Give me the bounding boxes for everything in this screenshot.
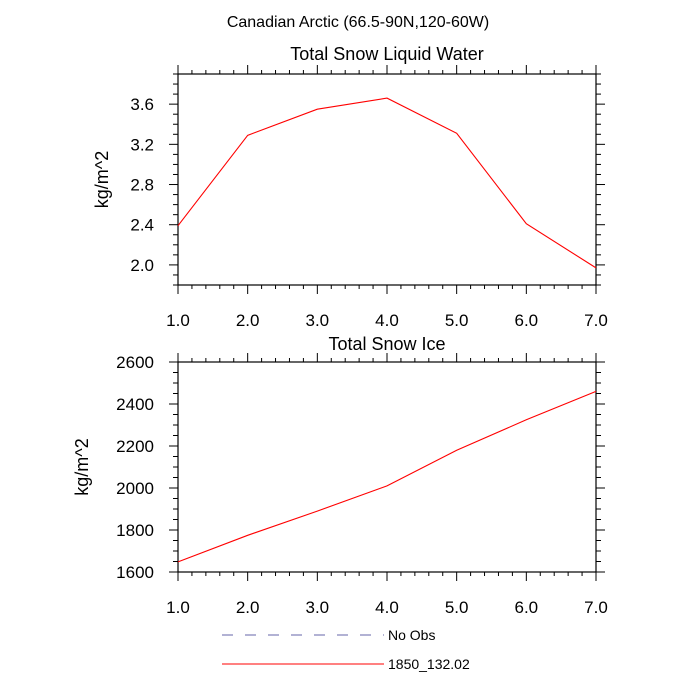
y-tick-label: 3.6 [130,95,154,114]
y-tick-label: 2.8 [130,176,154,195]
y-axis-label: kg/m^2 [72,438,92,495]
y-tick-label: 2400 [116,395,154,414]
y-tick-label: 1600 [116,563,154,582]
x-tick-label: 2.0 [236,311,260,330]
legend-label: 1850_132.02 [388,656,470,672]
figure-title: Canadian Arctic (66.5-90N,120-60W) [227,14,489,31]
y-tick-label: 2.4 [130,216,154,235]
x-tick-label: 5.0 [445,311,469,330]
plot-frame [177,73,597,286]
x-tick-label: 2.0 [236,598,260,617]
y-tick-label: 2000 [116,479,154,498]
y-tick-label: 3.2 [130,135,154,154]
panel-snow-liquid-water: Total Snow Liquid Water kg/m^2 1.0 2.0 3.0 4.… [92,44,608,330]
x-tick-label: 4.0 [375,598,399,617]
panel-snow-ice: Total Snow Ice kg/m^2 1.0 2.0 3.0 4.0 5.0 6.0 7.… [72,334,608,617]
y-tick-label: 1800 [116,521,154,540]
x-tick-label: 4.0 [375,311,399,330]
series-line [177,390,597,563]
x-tick-label: 1.0 [166,311,190,330]
y-tick-label: 2200 [116,437,154,456]
x-tick-label: 6.0 [515,598,539,617]
x-tick-label: 5.0 [445,598,469,617]
plot-frame [177,361,597,573]
panel-title: Total Snow Ice [328,334,445,354]
legend-label: No Obs [388,627,435,643]
legend: No Obs 1850_132.02 [222,627,470,672]
x-tick-label: 3.0 [306,598,330,617]
y-axis-label: kg/m^2 [92,151,112,208]
x-tick-label: 7.0 [584,311,608,330]
x-tick-label: 7.0 [584,598,608,617]
x-tick-label: 3.0 [306,311,330,330]
y-tick-label: 2.0 [130,256,154,275]
x-tick-label: 1.0 [166,598,190,617]
series-line [177,97,597,269]
panel-title: Total Snow Liquid Water [290,44,483,64]
y-tick-label: 2600 [116,353,154,372]
x-tick-label: 6.0 [515,311,539,330]
